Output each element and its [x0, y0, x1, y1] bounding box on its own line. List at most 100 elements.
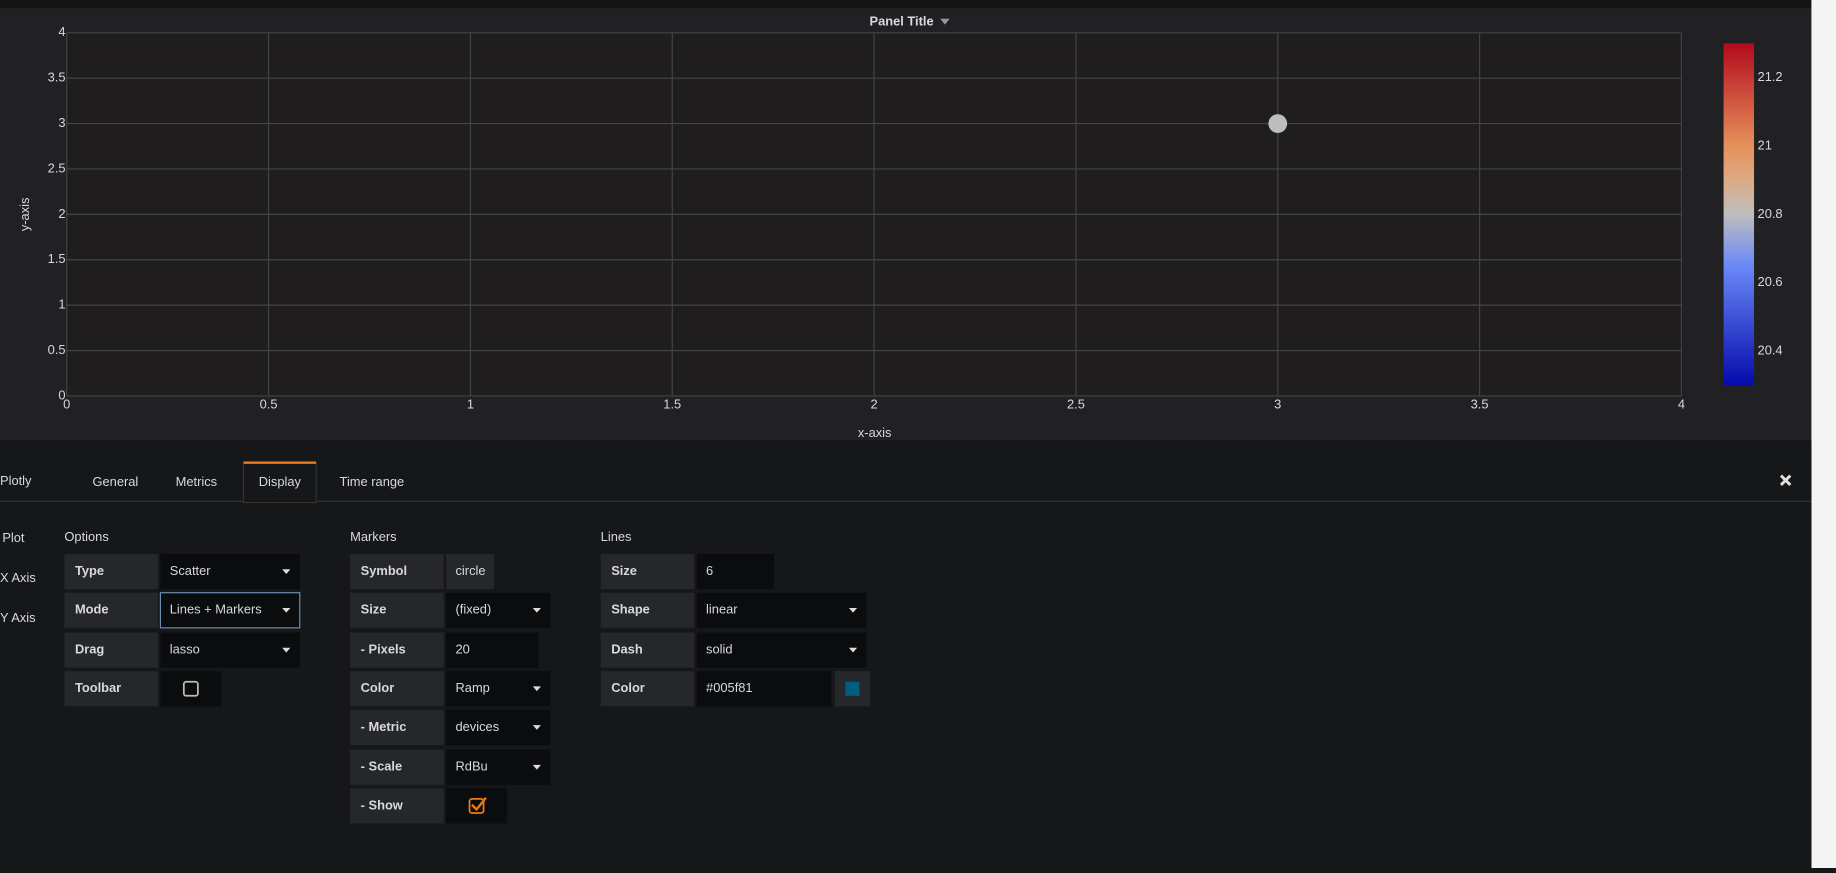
select-caret — [532, 686, 541, 692]
x-axis-label: x-axis — [858, 425, 892, 440]
field-value-box[interactable] — [696, 554, 774, 590]
field-label-box — [600, 554, 695, 590]
field-value[interactable]: RdBu — [455, 759, 487, 774]
y-tick-label: 1 — [58, 297, 65, 312]
y-tick-label: 3.5 — [48, 70, 66, 85]
nav-item[interactable]: Y Axis — [0, 610, 36, 625]
right-edge — [1811, 0, 1836, 868]
editor-title: Plotly — [0, 473, 32, 488]
field-label-box — [64, 632, 159, 668]
field-value[interactable]: lasso — [170, 642, 200, 657]
top-strip — [0, 0, 1812, 9]
field-value[interactable]: linear — [706, 602, 738, 617]
field-value-box[interactable] — [446, 788, 508, 824]
select-caret — [848, 647, 858, 653]
title-caret[interactable] — [940, 18, 950, 25]
x-tick-label: 1.5 — [663, 397, 681, 412]
field-label: Color — [611, 680, 645, 695]
field-value[interactable]: Ramp — [455, 680, 489, 695]
field-label: Dash — [611, 642, 643, 657]
field-value-box[interactable] — [160, 554, 300, 590]
field-label: Shape — [611, 602, 650, 617]
colorbar-tick-label: 20.8 — [1758, 206, 1783, 221]
field-value-box[interactable] — [446, 671, 551, 707]
colorbar-tick-label: 20.4 — [1758, 343, 1783, 358]
color-swatch[interactable] — [845, 681, 860, 696]
field-value-box[interactable] — [696, 671, 832, 707]
field-value-box[interactable] — [159, 592, 301, 629]
x-tick-label: 0 — [63, 397, 70, 412]
section-title: Markers — [350, 529, 396, 544]
x-tick-label: 3 — [1274, 397, 1281, 412]
check-mark — [471, 796, 487, 812]
field-label: Drag — [75, 642, 104, 657]
checkbox-checked[interactable] — [468, 798, 485, 814]
field-value[interactable]: (fixed) — [455, 602, 491, 617]
field-label: Type — [75, 563, 104, 578]
field-value[interactable]: Lines + Markers — [170, 602, 262, 617]
field-label-box — [600, 632, 695, 668]
y-tick-label: 0.5 — [48, 342, 66, 357]
field-label: Size — [361, 602, 387, 617]
checkbox[interactable] — [182, 680, 199, 697]
colorbar — [1723, 43, 1755, 386]
field-value[interactable]: 20 — [455, 642, 469, 657]
field-value-box[interactable] — [160, 671, 222, 707]
field-value-box[interactable] — [446, 709, 551, 746]
tab[interactable]: Metrics — [176, 474, 217, 489]
field-label-box — [350, 554, 444, 590]
field-label: - Scale — [361, 759, 403, 774]
x-tick-label: 1 — [467, 397, 474, 412]
field-label-box — [350, 592, 444, 628]
field-value: circle — [455, 563, 485, 578]
field-value-box[interactable] — [696, 632, 867, 668]
section-title: Lines — [601, 529, 632, 544]
panel-title[interactable]: Panel Title — [870, 14, 934, 29]
y-axis-label: y-axis — [17, 198, 32, 232]
y-tick-label: 1.5 — [48, 251, 66, 266]
field-value[interactable]: 6 — [706, 563, 713, 578]
field-value[interactable]: solid — [706, 642, 732, 657]
field-label: Toolbar — [75, 680, 121, 695]
field-value[interactable]: devices — [455, 719, 499, 734]
plot: 0 0.5 1 1.5 2 2.5 3 3.5 4 0 0.5 1 1.5 2 2.5 3 3.5 4 — [48, 24, 1685, 412]
field-label: - Show — [361, 797, 404, 812]
field-value[interactable]: Scatter — [170, 563, 211, 578]
field-label-box — [350, 632, 444, 668]
field-value[interactable]: #005f81 — [706, 680, 753, 695]
close-icon[interactable] — [1779, 474, 1792, 486]
active-tab — [242, 462, 317, 504]
colorbar-tick-label: 21 — [1758, 137, 1772, 152]
nav-item[interactable]: Plot — [2, 530, 25, 545]
field-value-box[interactable] — [446, 749, 551, 785]
field-label: - Pixels — [361, 642, 406, 657]
tabs: General Metrics Display Time range — [93, 461, 405, 504]
field-value-box[interactable] — [446, 632, 539, 668]
field-label-box — [64, 592, 159, 628]
x-tick-label: 0.5 — [260, 397, 278, 412]
field-label-box — [350, 749, 444, 785]
tab[interactable]: General — [93, 474, 139, 489]
x-tick-label: 4 — [1678, 397, 1685, 412]
field-label: Color — [361, 680, 395, 695]
select-caret — [848, 607, 858, 613]
select-caret — [282, 647, 291, 653]
field-label-box — [350, 671, 444, 707]
nav-item[interactable]: X Axis — [0, 570, 36, 585]
select-caret — [282, 569, 291, 574]
field-value-box[interactable] — [446, 592, 551, 628]
y-tick-label: 4 — [58, 24, 65, 39]
tab[interactable]: Time range — [340, 474, 405, 489]
point — [1268, 114, 1288, 133]
x-tick-label: 2 — [871, 397, 878, 412]
tab[interactable]: Display — [259, 474, 302, 489]
field-label-box — [64, 671, 159, 707]
y-tick-label: 3 — [58, 115, 65, 130]
field-value-box[interactable] — [696, 592, 867, 628]
field-value-box[interactable] — [160, 632, 300, 668]
field-label-box — [600, 592, 695, 628]
colorbar-ticks: 20.4 20.6 20.8 21 21.2 — [1758, 69, 1783, 358]
form: Options Type Scatter Mode Lines + Markers Dra… — [64, 529, 870, 824]
